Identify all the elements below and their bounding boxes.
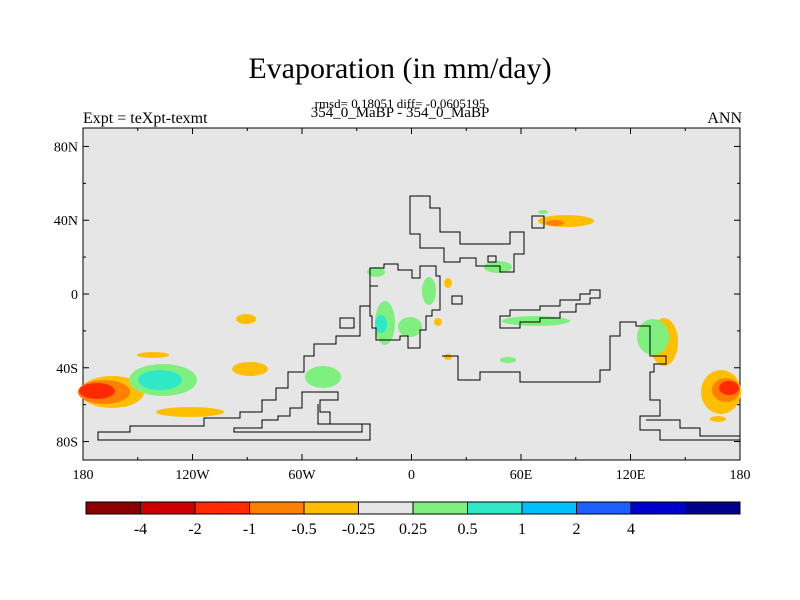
field-orange-sp-top — [137, 352, 169, 358]
landmass-outline-3 — [531, 215, 545, 229]
landmass-outline-7 — [339, 317, 355, 329]
longitude-axis: 180 120W 60W 0 60E 120E 180 — [73, 128, 751, 483]
anomaly-fields — [78, 210, 741, 422]
colorbar-box-3 — [249, 501, 305, 515]
field-red-se — [719, 381, 739, 395]
field-orange-af-2 — [434, 318, 442, 326]
lon-tick-label: 120W — [175, 468, 210, 483]
field-orange-pacific — [236, 314, 256, 324]
colorbar-box-9 — [576, 501, 632, 515]
colorbar-label: 0.25 — [399, 521, 427, 538]
colorbar-box-8 — [521, 501, 577, 515]
landmass-outline-8 — [487, 255, 497, 263]
colorbar-box-4 — [303, 501, 359, 515]
lat-tick-label: 40S — [56, 362, 78, 377]
lat-tick-label: 80N — [54, 140, 78, 155]
lon-tick-label: 180 — [730, 468, 751, 483]
colorbar-label: -0.5 — [291, 521, 316, 538]
landmass-outline-10 — [646, 419, 740, 437]
lat-tick-label: 80S — [56, 436, 78, 451]
field-orange-sp-bottom — [156, 407, 224, 417]
lon-tick-label: 0 — [408, 468, 415, 483]
land-outlines — [97, 195, 740, 441]
field-green-asia-2 — [484, 261, 512, 273]
field-cyan-sp — [138, 370, 182, 390]
colorbar-box-2 — [194, 501, 250, 515]
map-title: Evaporation (in mm/day) — [248, 52, 552, 85]
latitude-axis: 80N 40N 0 40S 80S — [54, 140, 740, 451]
field-cyan-af — [375, 315, 387, 333]
map-background — [82, 127, 741, 461]
field-green-sa — [305, 366, 341, 388]
map-panel — [78, 127, 741, 461]
colorbar-label: 4 — [627, 521, 635, 538]
colorbar-box-7 — [467, 501, 523, 515]
case-subtitle: 354_0_MaBP - 354_0_MaBP — [310, 105, 490, 121]
colorbar-label: -2 — [188, 521, 201, 538]
colorbar-label: 0.5 — [458, 521, 478, 538]
colorbar-label: 1 — [518, 521, 526, 538]
colorbar-label: -1 — [243, 521, 256, 538]
colorbar-label: 2 — [573, 521, 581, 538]
landmass-outline-4 — [97, 285, 378, 441]
landmass-outline-2 — [409, 195, 525, 273]
field-orange-se-2 — [710, 416, 726, 422]
lat-tick-label: 0 — [71, 288, 78, 303]
landmass-outline-9 — [451, 295, 463, 305]
landmass-outline-5 — [442, 321, 740, 441]
season-label: ANN — [707, 110, 742, 127]
colorbar-box-6 — [412, 501, 468, 515]
colorbar-box-11 — [685, 501, 741, 515]
field-orange-asia — [538, 215, 594, 227]
lon-tick-label: 60E — [510, 468, 533, 483]
field-green-af-4 — [367, 267, 385, 277]
field-red-sw — [79, 383, 115, 399]
field-orange-af — [444, 278, 452, 288]
field-green-asia — [538, 210, 548, 214]
colorbar-box-1 — [140, 501, 196, 515]
landmass-outline-6 — [499, 289, 601, 329]
lat-tick-label: 40N — [54, 214, 78, 229]
lon-tick-label: 60W — [288, 468, 316, 483]
landmass-outline-1 — [369, 263, 441, 349]
colorbar-box-5 — [358, 501, 414, 515]
colorbar-box-0 — [85, 501, 141, 515]
lon-tick-label: 180 — [73, 468, 94, 483]
rmsd-diff-stats: rmsd= 0.18051 diff= -0.0605195 — [314, 96, 486, 111]
colorbar-box-10 — [630, 501, 686, 515]
field-green-af-2 — [398, 317, 422, 337]
experiment-label: Expt = teXpt-texmt — [83, 110, 208, 127]
field-green-asia-4 — [500, 357, 516, 363]
colorbar-label: -0.25 — [342, 521, 375, 538]
lon-tick-label: 120E — [616, 468, 646, 483]
colorbar-label: -4 — [134, 521, 147, 538]
field-green-af-3 — [422, 277, 436, 305]
field-orange-af-3 — [444, 354, 452, 360]
colorbar: -4 -2 -1 -0.5 -0.25 0.25 0.5 1 2 4 — [85, 501, 741, 538]
field-green-aus — [637, 319, 669, 355]
field-orange-pacific-2 — [232, 362, 268, 376]
field-red-asia — [546, 220, 564, 226]
